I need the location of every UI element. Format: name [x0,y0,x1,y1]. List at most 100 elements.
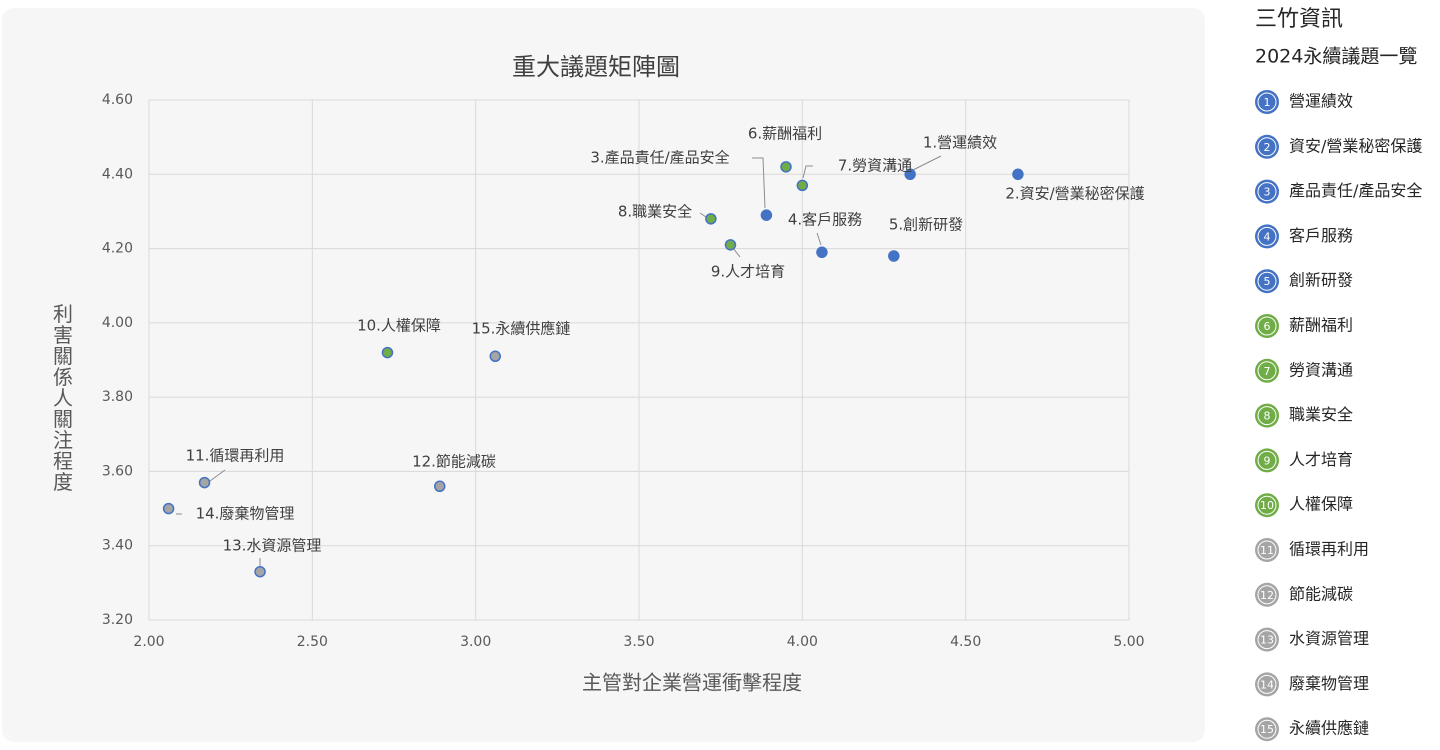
x-axis-title: 主管對企業營運衝擊程度 [582,671,802,695]
point-label: 12.節能減碳 [412,453,496,471]
legend-swatch [1255,538,1279,562]
legend-label: 循環再利用 [1289,540,1369,559]
point [198,476,211,489]
legend-number: 9 [1264,454,1271,467]
legend-label: 勞資溝通 [1289,360,1353,379]
legend-swatch [1255,358,1279,383]
legend-swatch [1255,134,1279,159]
legend-swatch [1255,403,1279,428]
legend-swatch-ring [1257,630,1277,650]
legend-label: 人才培育 [1289,450,1353,469]
legend-number: 5 [1264,275,1271,288]
point [760,209,773,221]
legend-swatch-ring [1257,719,1277,739]
x-tick-label: 5.00 [1113,634,1144,650]
legend-swatch [1255,90,1279,114]
legend-number: 15 [1260,723,1274,736]
legend-swatch [1255,224,1279,249]
point [162,502,175,515]
legend-swatch-ring [1257,495,1277,515]
point [1012,168,1024,181]
legend-swatch-ring [1257,540,1277,560]
point-label: 2.資安/營業秘密保護 [1005,185,1144,203]
legend-swatch [1255,717,1279,742]
point-label: 4.客戶服務 [788,211,862,229]
y-tick-label: 4.00 [102,315,133,331]
y-tick-label: 4.40 [102,166,133,182]
leader-line [816,232,822,246]
legend-swatch-ring [1257,361,1277,381]
point [816,246,828,259]
legend-swatch-ring [1257,674,1277,694]
legend-swatch [1255,493,1279,518]
legend-number: 6 [1264,320,1271,333]
legend-label: 永續供應鏈 [1289,719,1369,738]
legend-number: 11 [1260,544,1274,557]
legend-swatch-ring [1257,226,1277,246]
brand: 三竹資訊 [1255,7,1343,32]
point-label: 6.薪酬福利 [748,125,822,143]
point-label: 5.創新研發 [889,216,963,234]
point-label: 15.永續供應鏈 [472,320,571,338]
legend-label: 廢棄物管理 [1289,674,1369,693]
x-tick-label: 4.50 [950,634,981,650]
leader-line [209,469,226,482]
legend-label: 創新研發 [1289,271,1353,290]
legend-swatch-ring [1257,92,1277,112]
legend-swatch [1255,314,1279,338]
legend-swatch-ring [1257,316,1277,336]
legend-swatch [1255,269,1279,294]
legend-swatch [1255,582,1279,607]
y-tick-label: 4.20 [102,241,133,257]
leader-line [910,155,942,172]
legend-number: 13 [1260,634,1274,647]
legend-number: 8 [1264,410,1271,423]
point-label: 10.人權保障 [357,317,441,335]
chart-panel [2,8,1205,742]
legend-label: 產品責任/產品安全 [1289,181,1422,200]
point-label: 11.循環再利用 [186,447,285,465]
legend-swatch-ring [1257,450,1277,470]
point [724,239,737,251]
legend-label: 節能減碳 [1289,584,1353,603]
legend-number: 3 [1264,186,1271,199]
legend-swatch-ring [1257,182,1277,202]
legend-swatch [1255,672,1279,697]
legend-number: 12 [1260,589,1274,602]
y-tick-label: 4.60 [102,92,133,108]
legend-number: 4 [1264,230,1271,243]
legend-number: 1 [1264,96,1271,109]
leader-line [699,212,707,218]
point-label: 14.廢棄物管理 [196,505,295,523]
legend-label: 人權保障 [1289,495,1353,514]
point [381,346,394,359]
x-tick-label: 4.00 [787,634,818,650]
y-axis-title: 利害關係人關注程度 [50,303,74,492]
legend-label: 資安/營業秘密保護 [1289,136,1422,155]
point-label: 13.水資源管理 [223,537,322,555]
y-tick-label: 3.80 [102,389,133,405]
point [904,168,916,181]
point [254,565,266,578]
legend-number: 10 [1260,499,1274,512]
point [433,480,446,493]
legend-swatch-ring [1257,406,1277,426]
legend-swatch [1255,448,1279,473]
legend-label: 水資源管理 [1289,629,1369,648]
x-tick-label: 3.00 [460,634,491,650]
y-tick-label: 3.20 [102,612,133,628]
leader-line [732,247,741,258]
y-tick-label: 3.60 [102,463,133,479]
point-label: 1.營運績效 [923,134,997,152]
point-label: 7.勞資溝通 [838,157,912,175]
leader-line [752,157,766,209]
x-tick-label: 2.00 [133,634,164,650]
legend-number: 7 [1264,365,1271,378]
legend-title: 2024永續議題一覽 [1255,46,1417,68]
point [705,213,717,225]
chart-title: 重大議題矩陣圖 [512,53,680,81]
legend-swatch-ring [1257,137,1277,157]
point [796,179,809,192]
legend-label: 薪酬福利 [1289,316,1353,335]
legend-swatch-ring [1257,585,1277,605]
